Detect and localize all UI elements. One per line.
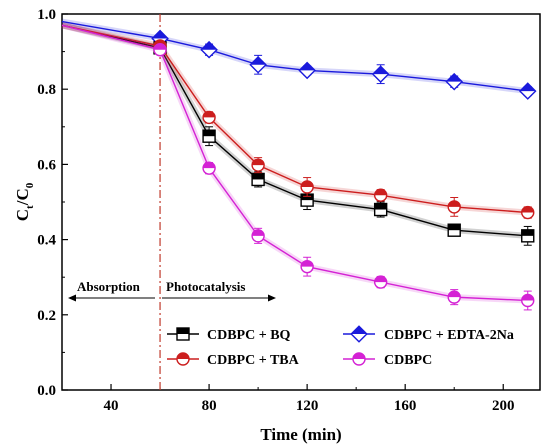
arrow-left-head bbox=[68, 294, 76, 302]
annotation-absorption: Absorption bbox=[77, 279, 141, 294]
y-tick-label: 0.2 bbox=[37, 308, 56, 324]
data-point bbox=[300, 259, 314, 274]
legend-item-cdbpc: CDBPC bbox=[343, 352, 432, 368]
legend-marker-shape bbox=[176, 352, 190, 366]
legend-marker-shape bbox=[176, 327, 190, 341]
data-point bbox=[373, 188, 388, 202]
y-tick-label: 1.0 bbox=[37, 7, 56, 23]
data-point bbox=[251, 229, 265, 243]
y-axis-title-main: C bbox=[13, 209, 32, 221]
data-point bbox=[251, 158, 265, 172]
series-layer bbox=[61, 18, 537, 311]
data-point bbox=[373, 202, 388, 217]
y-tick-label: 0.4 bbox=[37, 233, 56, 249]
data-point bbox=[521, 293, 535, 308]
series-line bbox=[61, 24, 528, 214]
legend-marker-tba bbox=[176, 352, 190, 366]
series-line bbox=[61, 20, 528, 92]
legend-label-cdbpc: CDBPC bbox=[384, 353, 432, 368]
data-point bbox=[373, 275, 388, 289]
y-axis-title-sub2: 0 bbox=[24, 182, 36, 188]
data-point bbox=[202, 161, 216, 175]
y-axis-title: Ct/C0 bbox=[13, 182, 36, 221]
legend-label-edta: CDBPC + EDTA-2Na bbox=[384, 328, 514, 343]
x-tick-label: 160 bbox=[394, 398, 417, 414]
data-point bbox=[371, 65, 390, 83]
y-axis-title-sub1: t bbox=[24, 205, 36, 209]
data-point bbox=[298, 61, 316, 80]
data-point bbox=[200, 40, 218, 59]
legend-item-tba: CDBPC + TBA bbox=[167, 352, 300, 368]
series-line bbox=[61, 24, 528, 302]
annotation-photocatalysis: Photocatalysis bbox=[166, 279, 245, 294]
x-tick-label: 80 bbox=[202, 398, 217, 414]
legend-marker-edta bbox=[350, 325, 368, 343]
data-point bbox=[202, 110, 216, 125]
data-point bbox=[447, 200, 461, 214]
arrow-right-head bbox=[268, 294, 276, 302]
y-tick-label: 0.6 bbox=[37, 157, 56, 173]
data-point bbox=[521, 229, 535, 243]
data-point bbox=[447, 290, 461, 304]
legend-item-edta: CDBPC + EDTA-2Na bbox=[343, 325, 514, 343]
axis-ticks: 40 80 120 160 200 0.0 0.2 0.4 0.6 0.8 1.0 bbox=[37, 7, 514, 414]
data-point bbox=[518, 82, 537, 100]
data-point bbox=[521, 205, 535, 220]
x-tick-label: 120 bbox=[296, 398, 319, 414]
legend-marker-bq bbox=[176, 327, 190, 341]
data-point bbox=[202, 129, 216, 143]
data-point bbox=[445, 72, 463, 91]
y-tick-label: 0.8 bbox=[37, 82, 56, 98]
x-tick-label: 200 bbox=[492, 398, 515, 414]
legend-label-bq: CDBPC + BQ bbox=[207, 328, 291, 343]
legend-label-tba: CDBPC + TBA bbox=[207, 353, 300, 368]
data-point bbox=[300, 180, 314, 194]
x-axis-title: Time (min) bbox=[260, 425, 341, 444]
legend: CDBPC + BQ CDBPC + TBA CDBPC + EDTA-2Na … bbox=[167, 325, 514, 368]
data-point bbox=[153, 43, 167, 57]
legend-item-bq: CDBPC + BQ bbox=[167, 327, 291, 343]
series-halo bbox=[61, 22, 528, 216]
data-point bbox=[249, 55, 267, 74]
legend-marker-shape bbox=[350, 325, 368, 343]
legend-marker-shape bbox=[352, 352, 366, 366]
data-point bbox=[251, 172, 265, 187]
legend-marker-cdbpc bbox=[352, 352, 366, 366]
phase-annotations: Absorption Photocatalysis bbox=[68, 279, 276, 302]
y-tick-label: 0.0 bbox=[37, 383, 56, 399]
x-tick-label: 40 bbox=[104, 398, 119, 414]
series-line bbox=[61, 24, 528, 237]
y-axis-title-sep: /C bbox=[13, 188, 32, 206]
data-point bbox=[447, 223, 461, 237]
